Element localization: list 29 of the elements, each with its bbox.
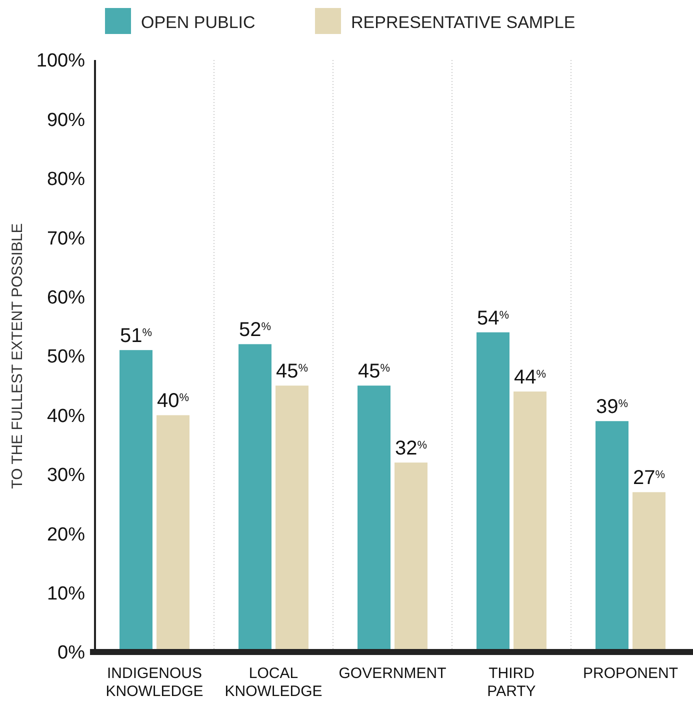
x-tick-label: INDIGENOUS KNOWLEDGE [106,665,204,700]
y-tick-label: 80% [46,169,86,190]
x-tick-label: THIRD PARTY [487,665,536,700]
y-tick-label: 50% [46,346,86,368]
data-label: 44$^{%}$ [514,366,546,389]
data-label: 39$^{%}$ [596,396,628,418]
y-tick-label: 100% [36,50,86,72]
y-tick-label: 90% [46,110,86,131]
y-tick-label: 30% [46,465,86,486]
y-tick-label: 0% [58,642,86,664]
x-tick-label: LOCAL KNOWLEDGE [224,665,322,700]
x-tick-label: PROPONENT [582,665,678,682]
y-tick-label: 20% [46,524,86,546]
x-tick-label: GOVERNMENT [338,665,446,682]
data-label: 51$^{%}$ [120,325,152,348]
y-tick-label: 70% [46,228,86,250]
data-label: 32$^{%}$ [394,438,428,460]
y-tick-label: 10% [46,583,86,604]
data-label: 54$^{%}$ [476,307,510,330]
y-axis-title: TO THE FULLEST EXTENT POSSIBLE [9,223,26,489]
data-label: 45$^{%}$ [358,360,390,383]
data-label: 40$^{%}$ [156,390,190,412]
legend-label: REPRESENTATIVE SAMPLE [351,13,576,32]
y-tick-label: 40% [46,406,86,427]
y-tick-label: 60% [46,287,86,308]
data-label: 52$^{%}$ [238,319,272,342]
data-label: 27$^{%}$ [632,467,666,490]
legend-label: OPEN PUBLIC [141,13,256,32]
data-label: 45$^{%}$ [276,360,308,383]
